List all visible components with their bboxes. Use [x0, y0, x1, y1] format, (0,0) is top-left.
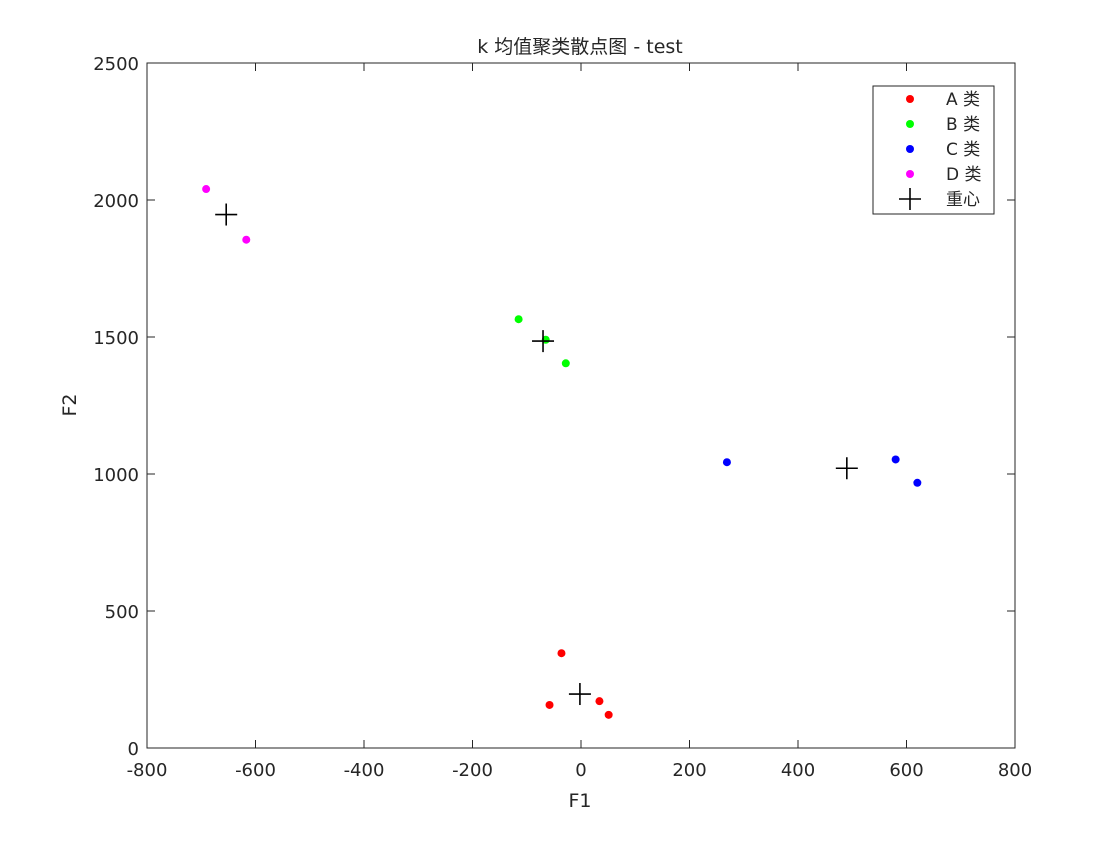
axis-ticks	[146, 62, 1016, 749]
x-tick-label: 400	[781, 760, 815, 781]
y-tick-label: 0	[128, 739, 139, 760]
centroid-marker	[568, 683, 591, 706]
y-tick-label: 2500	[93, 54, 139, 75]
y-tick-label: 1500	[93, 328, 139, 349]
data-point	[557, 649, 566, 658]
x-axis-label: F1	[568, 790, 591, 812]
y-tick-label: 500	[105, 602, 139, 623]
legend-marker-1	[906, 120, 914, 128]
data-point	[514, 315, 523, 324]
data-point	[202, 185, 211, 194]
plot-area	[146, 62, 1016, 749]
x-tick-labels: -800 -600 -400 -200 0 200 400 600 800	[127, 760, 1033, 781]
x-tick-label: 800	[998, 760, 1032, 781]
legend-marker-0	[906, 95, 914, 103]
data-point	[595, 697, 604, 706]
x-tick-label: 200	[672, 760, 706, 781]
x-tick-label: 600	[889, 760, 923, 781]
data-point	[242, 235, 251, 244]
data-point	[913, 478, 922, 487]
legend-marker-3	[906, 170, 914, 178]
data-point	[561, 359, 570, 368]
y-tick-label: 1000	[93, 465, 139, 486]
x-tick-label: 0	[575, 760, 586, 781]
x-tick-label: -200	[452, 760, 493, 781]
x-tick-label: -400	[344, 760, 385, 781]
y-tick-labels: 0 500 1000 1500 2000 2500	[93, 54, 139, 760]
centroid-marker	[215, 203, 238, 226]
data-point	[722, 458, 731, 467]
x-tick-label: -600	[235, 760, 276, 781]
series-4	[215, 203, 858, 706]
legend-entry-label: B 类	[946, 115, 980, 135]
data-point	[545, 700, 554, 709]
centroid-marker	[835, 457, 858, 480]
data-point	[891, 455, 900, 464]
data-point	[604, 710, 613, 719]
y-tick-label: 2000	[93, 191, 139, 212]
x-tick-label: -800	[127, 760, 168, 781]
legend-entry-label: D 类	[946, 165, 982, 185]
series-0	[545, 649, 613, 719]
legend-marker-2	[906, 145, 914, 153]
legend: A 类 B 类 C 类 D 类重心	[872, 85, 995, 215]
legend-entry-label: C 类	[946, 140, 980, 160]
series-3	[202, 185, 251, 244]
legend-marker-4	[899, 188, 921, 210]
y-axis-label: F2	[59, 393, 81, 416]
legend-entry-label: 重心	[946, 190, 980, 210]
data-markers	[202, 185, 922, 719]
legend-entry-label: A 类	[946, 90, 980, 110]
series-2	[722, 455, 922, 487]
chart-title: k 均值聚类散点图 - test	[477, 36, 682, 58]
centroid-marker	[532, 330, 555, 353]
legend-box	[872, 85, 995, 215]
